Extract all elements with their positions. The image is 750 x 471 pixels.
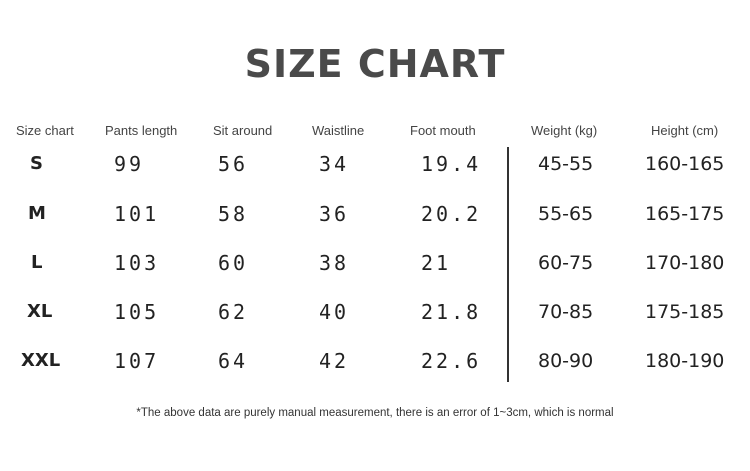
waistline-cell: 34 (319, 152, 350, 176)
table-row: S 99 56 34 19.4 45-55 160-165 (0, 149, 750, 179)
height-cell: 160-165 (645, 153, 725, 175)
sit-around-cell: 60 (218, 251, 249, 275)
table-row: M 101 58 36 20.2 55-65 165-175 (0, 199, 750, 229)
size-cell: S (30, 153, 43, 174)
waistline-cell: 40 (319, 300, 350, 324)
weight-cell: 60-75 (538, 252, 594, 274)
measurement-note: *The above data are purely manual measur… (136, 407, 614, 419)
height-cell: 170-180 (645, 252, 725, 274)
foot-mouth-cell: 21.8 (421, 300, 482, 324)
waistline-cell: 42 (319, 349, 350, 373)
weight-cell: 70-85 (538, 301, 594, 323)
header-pants-length: Pants length (105, 123, 178, 138)
weight-cell: 80-90 (538, 350, 594, 372)
header-foot-mouth: Foot mouth (410, 123, 476, 138)
pants-length-cell: 105 (114, 300, 160, 324)
table-row: XXL 107 64 42 22.6 80-90 180-190 (0, 346, 750, 376)
header-height: Height (cm) (651, 123, 719, 138)
weight-cell: 55-65 (538, 203, 594, 225)
header-size-chart: Size chart (16, 123, 74, 138)
height-cell: 175-185 (645, 301, 725, 323)
height-cell: 180-190 (645, 350, 725, 372)
pants-length-cell: 107 (114, 349, 160, 373)
sit-around-cell: 64 (218, 349, 249, 373)
header-waistline: Waistline (312, 123, 365, 138)
sit-around-cell: 62 (218, 300, 249, 324)
waistline-cell: 36 (319, 202, 350, 226)
size-cell: XL (27, 301, 53, 322)
header-sit-around: Sit around (213, 123, 273, 138)
foot-mouth-cell: 20.2 (421, 202, 482, 226)
weight-cell: 45-55 (538, 153, 594, 175)
pants-length-cell: 103 (114, 251, 160, 275)
foot-mouth-cell: 19.4 (421, 152, 482, 176)
page-title: SIZE CHART (244, 42, 506, 86)
table-row: L 103 60 38 21 60-75 170-180 (0, 248, 750, 278)
table-header: Size chart Pants length Sit around Waist… (0, 116, 750, 146)
foot-mouth-cell: 22.6 (421, 349, 482, 373)
sit-around-cell: 56 (218, 152, 249, 176)
pants-length-cell: 99 (114, 152, 145, 176)
pants-length-cell: 101 (114, 202, 160, 226)
table-row: XL 105 62 40 21.8 70-85 175-185 (0, 297, 750, 327)
size-cell: L (31, 252, 43, 273)
foot-mouth-cell: 21 (421, 251, 452, 275)
waistline-cell: 38 (319, 251, 350, 275)
column-divider (507, 147, 509, 382)
size-cell: M (28, 203, 46, 224)
sit-around-cell: 58 (218, 202, 249, 226)
header-weight: Weight (kg) (531, 123, 598, 138)
size-cell: XXL (21, 350, 61, 371)
height-cell: 165-175 (645, 203, 725, 225)
